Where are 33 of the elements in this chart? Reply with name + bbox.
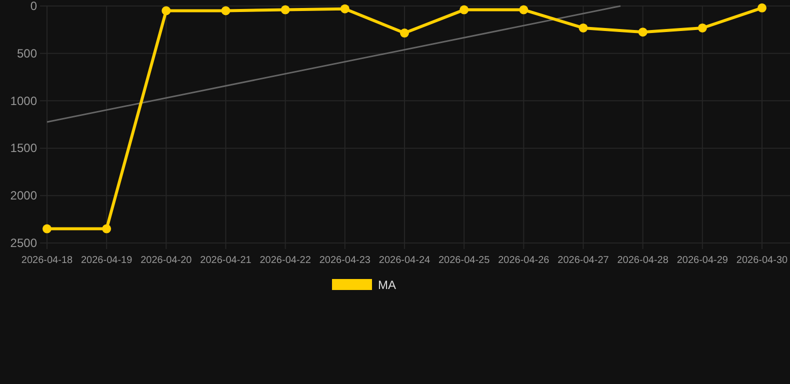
- x-tick-label: 2026-04-24: [378, 255, 431, 266]
- point: [280, 5, 290, 14]
- point: [519, 5, 528, 14]
- legend-label: MA: [378, 278, 396, 292]
- y-tick-label: 0: [30, 0, 38, 13]
- point: [221, 6, 230, 16]
- x-tick-label: 2026-04-22: [260, 255, 312, 266]
- x-tick-label: 2026-04-30: [736, 255, 788, 266]
- x-tick-label: 2026-04-20: [140, 255, 192, 266]
- point: [460, 5, 469, 14]
- x-tick-label: 2026-04-28: [617, 255, 669, 266]
- point: [340, 4, 350, 14]
- x-tick-label: 2026-04-21: [200, 255, 252, 266]
- x-tick-label: 2026-04-23: [319, 255, 371, 266]
- y-tick-label: 1000: [10, 94, 38, 108]
- point: [638, 28, 648, 37]
- point: [400, 28, 409, 38]
- point: [102, 224, 112, 234]
- x-tick-label: 2026-04-25: [438, 255, 490, 266]
- point: [758, 3, 766, 12]
- point: [698, 23, 707, 32]
- y-tick-label: 2500: [10, 236, 38, 250]
- x-tick-label: 2026-04-18: [21, 255, 74, 266]
- point: [578, 23, 588, 32]
- y-tick-label: 500: [16, 46, 38, 60]
- point: [42, 224, 52, 234]
- x-tick-label: 2026-04-19: [81, 255, 133, 266]
- y-tick-label: 1500: [10, 141, 38, 156]
- x-tick-label: 2026-04-29: [676, 255, 728, 266]
- x-tick-label: 2026-04-27: [558, 255, 610, 266]
- x-tick-label: 2026-04-26: [498, 255, 550, 266]
- point: [162, 6, 171, 16]
- y-tick-label: 2000: [10, 188, 38, 203]
